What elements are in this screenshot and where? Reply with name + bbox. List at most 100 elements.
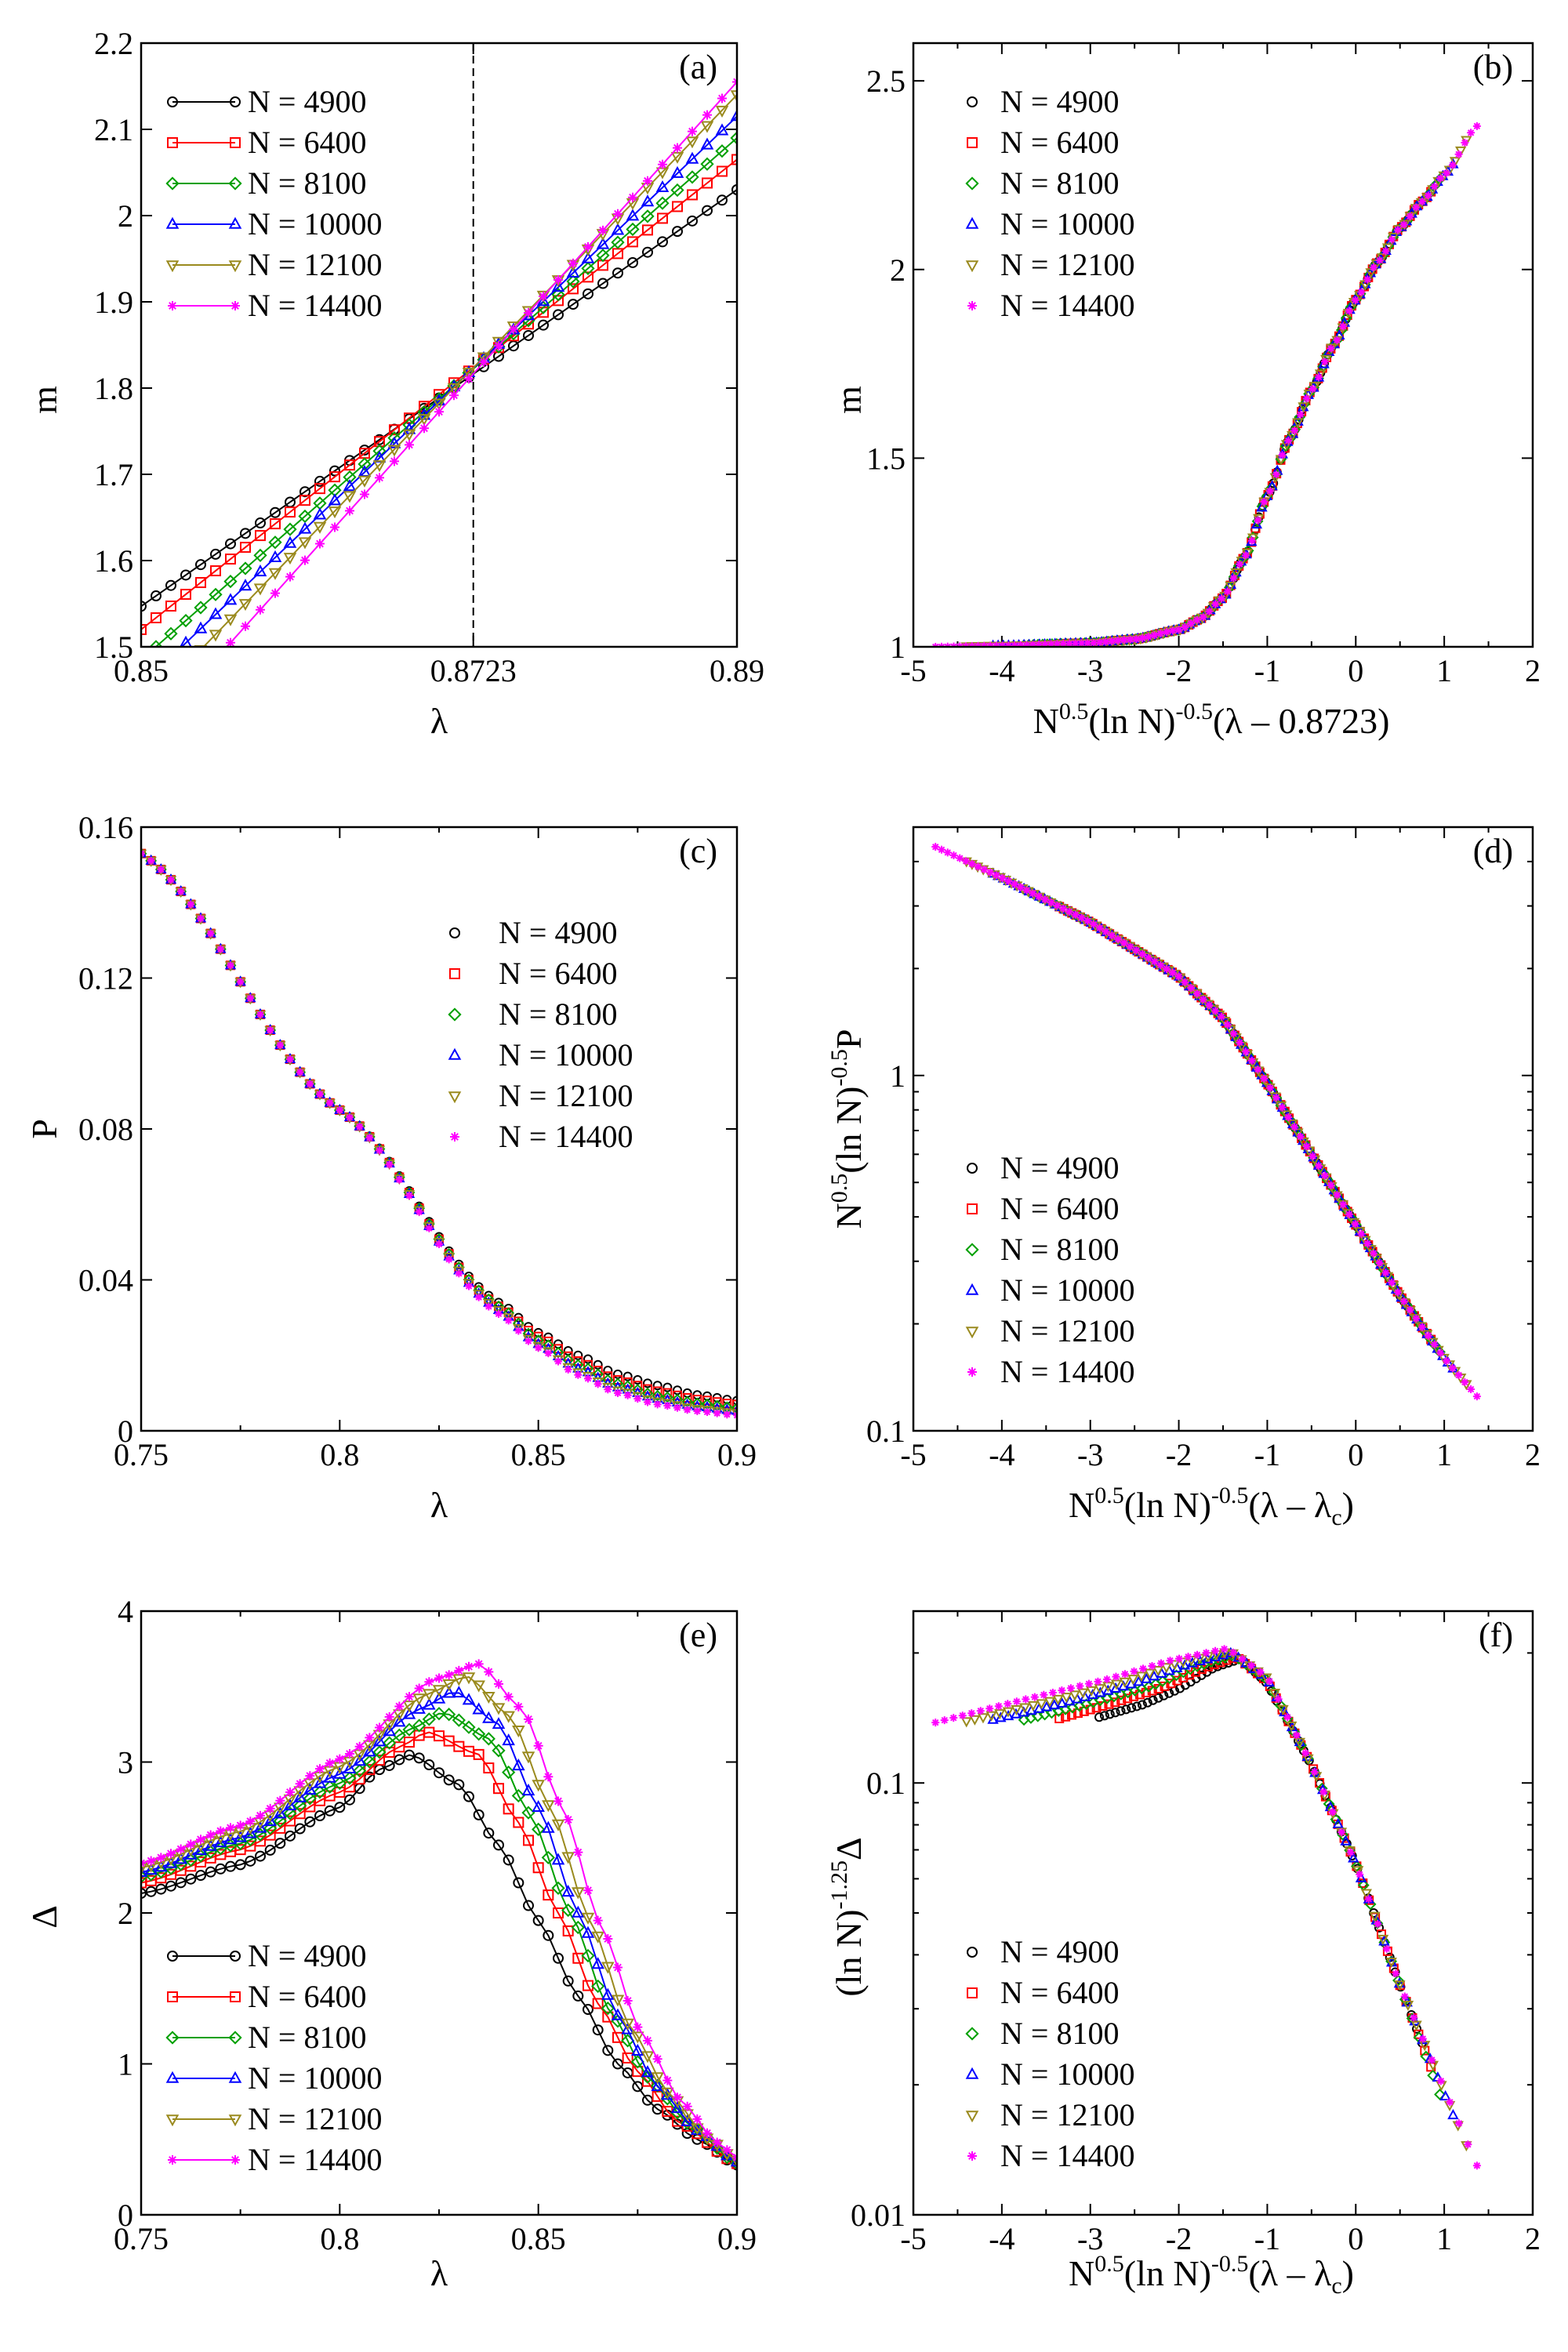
panel-c-series-8100-point (601, 1374, 614, 1386)
panel-f-series-12100-point (969, 1715, 981, 1726)
panel-d-series-14400-point (1381, 1269, 1390, 1277)
panel-e-series-10000-point (234, 1830, 247, 1842)
panel-a-legend-marker (230, 96, 241, 107)
panel-e-series-8100-point (432, 1707, 446, 1721)
panel-a-series-12100-point (136, 708, 146, 717)
panel-e-ytick-label: 4 (118, 1594, 133, 1629)
panel-e-series-4900-point (583, 2004, 593, 2016)
panel-e-series-14400-point (166, 1849, 176, 1859)
panel-a-series-8100-point (268, 535, 282, 550)
panel-f-series-14400-point (1022, 1695, 1030, 1704)
panel-e-series-12100-point (591, 1931, 604, 1944)
panel-e-series-14400-point (613, 1962, 622, 1973)
panel-a-series-4900-point (627, 256, 638, 268)
panel-d-xtick-label: -1 (1254, 1437, 1280, 1472)
panel-a-series-12100-point (685, 136, 699, 149)
panel-e-label: (e) (679, 1616, 717, 1654)
panel-f-series-8100-point (1427, 2069, 1439, 2082)
panel-a-series-10000-point (655, 180, 670, 193)
panel-d-series-14400-point (1229, 1029, 1238, 1038)
panel-e-xtick-label: 0.75 (114, 2221, 169, 2256)
panel-e-series-14400-point (474, 1659, 484, 1669)
panel-d-legend-marker (965, 1283, 979, 1295)
panel-f-xtick-label: 1 (1436, 2221, 1452, 2256)
panel-c-series-4900-point (603, 1366, 613, 1376)
panel-e-series-8100-point (472, 1727, 486, 1741)
panel-b-xtick-label: 0 (1348, 653, 1363, 688)
panel-e-series-8100-point (303, 1791, 317, 1806)
panel-e-series-14400-point (205, 1830, 216, 1840)
panel-e-series-4900-point (493, 1839, 504, 1851)
panel-f-series-14400-point (1138, 1664, 1147, 1673)
panel-b-series-14400-point (1333, 336, 1341, 344)
panel-a-series-4900-point (180, 569, 191, 581)
panel-c-series-14400-point (365, 1134, 374, 1142)
panel-c-series-14400-point (504, 1316, 513, 1325)
panel-a-series-14400-point (479, 358, 488, 368)
panel-c-series-14400-point (564, 1365, 572, 1374)
panel-d-xtick-label: 1 (1436, 1437, 1452, 1472)
panel-e-series-12100-point (502, 1711, 515, 1723)
panel-f-series-14400-point (1157, 1659, 1165, 1668)
panel-c-series-14400-point (544, 1348, 553, 1357)
panel-c-series-14400-point (633, 1395, 642, 1403)
panel-d-xtick-label: -5 (900, 1437, 926, 1472)
panel-f-series-8100-point (1434, 2089, 1446, 2100)
panel-a-series-4900-point (299, 486, 310, 498)
panel-b-series-14400-point (1254, 516, 1262, 524)
panel-f-series-14400-point (1130, 1667, 1138, 1675)
panel-c-series-4900-point (573, 1350, 583, 1360)
panel-b-series-10000-point (1225, 578, 1237, 589)
panel-f-series-10000-point (1109, 1682, 1122, 1693)
panel-f-series-14400-point (1175, 1654, 1184, 1663)
panel-a-legend-marker (230, 301, 240, 310)
panel-f-series-12100-point (1119, 1677, 1131, 1688)
panel-a-series-6400-point (657, 212, 668, 224)
panel-b-series-14400-point (1260, 498, 1269, 506)
panel-e-series-4900-point (274, 1838, 286, 1849)
panel-a-ytick-label: 1.9 (94, 285, 133, 320)
panel-e-series-4900-point (463, 1791, 474, 1802)
panel-f-series-10000-point (1393, 1977, 1406, 1988)
panel-e-legend-marker (167, 1951, 178, 1962)
panel-a-series-8100-point (655, 196, 670, 210)
panel-e-series-4900-point (443, 1774, 455, 1786)
panel-a-series-4900-point (210, 548, 221, 560)
panel-f-series-14400-point (1400, 1992, 1409, 2001)
panel-c-series-14400-point (376, 1146, 383, 1155)
panel-e-legend-label: N = 8100 (248, 2020, 366, 2055)
panel-e-series-4900-point (503, 1854, 514, 1866)
panel-a-series-10000-point (670, 165, 684, 178)
panel-f-series-6400-point (1160, 1681, 1170, 1691)
d-ylabel-exp2: -0.5 (826, 1049, 852, 1087)
panel-e-series-10000-point (512, 1759, 525, 1771)
panel-b-ytick-label: 1 (890, 630, 906, 665)
panel-e-series-10000-point (591, 1957, 604, 1969)
panel-a-series-10000-point (536, 294, 550, 307)
panel-e-series-4900-point (602, 2045, 614, 2056)
panel-a-ytick-label: 2.2 (94, 26, 133, 61)
panel-f-series-12100-point (985, 1711, 997, 1722)
panel-c-label: (c) (679, 832, 717, 870)
panel-b-series-14400-point (1229, 574, 1238, 583)
panel-f-xtick-label: -5 (900, 2221, 926, 2256)
panel-a-series-8100-point (223, 575, 238, 589)
panel-c-series-8100-point (731, 1402, 737, 1414)
panel-b-series-14400-point (1035, 641, 1044, 647)
panel-d-series-14400-point (1011, 880, 1019, 888)
panel-c-series-14400-point (435, 1240, 443, 1248)
panel-c-series-14400-point (554, 1357, 562, 1366)
panel-c-legend-label: N = 14400 (499, 1119, 633, 1154)
panel-c-frame (140, 826, 739, 1432)
panel-f-series-14400-point (1030, 1693, 1039, 1701)
panel-a-legend-marker (165, 176, 180, 191)
panel-a-series-6400-point (141, 624, 147, 635)
panel-b-series-14400-point (1454, 150, 1463, 158)
panel-e-series-12100-point (521, 1751, 535, 1764)
panel-e-series-14400-point (315, 1764, 325, 1774)
panel-c-series-14400-point (693, 1406, 702, 1415)
panel-a-series-6400-point (210, 565, 221, 577)
panel-f-series-12100-point (1277, 1704, 1289, 1716)
